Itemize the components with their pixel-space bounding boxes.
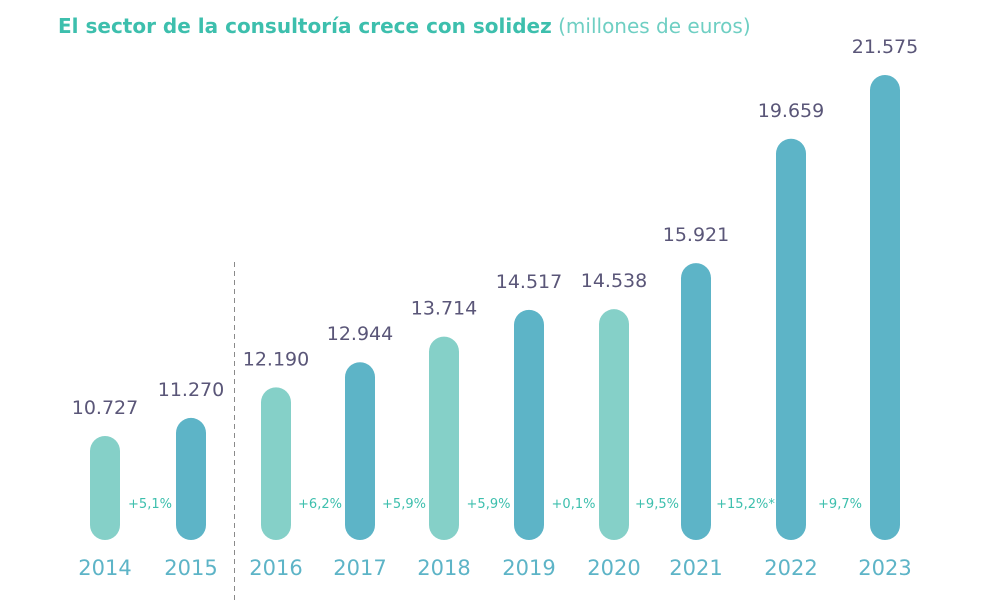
year-label-2014: 2014 xyxy=(78,556,131,580)
value-label-2018: 13.714 xyxy=(411,298,477,320)
value-label-2022: 19.659 xyxy=(758,100,824,122)
year-label-2017: 2017 xyxy=(333,556,386,580)
value-label-2020: 14.538 xyxy=(581,270,647,292)
year-label-2023: 2023 xyxy=(858,556,911,580)
value-label-2023: 21.575 xyxy=(852,36,918,58)
bar-2018 xyxy=(429,336,459,540)
growth-label-2022: +15,2%* xyxy=(716,497,775,512)
growth-label-2017: +6,2% xyxy=(298,497,342,512)
chart-subtitle: (millones de euros) xyxy=(558,14,751,38)
year-label-2019: 2019 xyxy=(502,556,555,580)
bar-2019 xyxy=(514,309,544,540)
year-label-2021: 2021 xyxy=(669,556,722,580)
value-label-2016: 12.190 xyxy=(243,348,309,370)
year-label-2016: 2016 xyxy=(249,556,302,580)
value-label-2019: 14.517 xyxy=(496,271,562,293)
growth-label-2020: +0,1% xyxy=(552,497,596,512)
bar-2014 xyxy=(90,436,120,540)
growth-label-2015: +5,1% xyxy=(128,497,172,512)
bar-2016 xyxy=(261,387,291,540)
chart-title: El sector de la consultoría crece con so… xyxy=(58,14,552,38)
bar-2015 xyxy=(176,417,206,540)
bar-2021 xyxy=(681,263,711,540)
value-label-2014: 10.727 xyxy=(72,397,138,419)
year-label-2020: 2020 xyxy=(587,556,640,580)
growth-label-2019: +5,9% xyxy=(467,497,511,512)
bar-2020 xyxy=(599,309,629,540)
growth-label-2018: +5,9% xyxy=(382,497,426,512)
growth-label-2021: +9,5% xyxy=(635,497,679,512)
bar-2017 xyxy=(345,362,375,540)
bar-2022 xyxy=(776,138,806,541)
value-label-2017: 12.944 xyxy=(327,323,393,345)
bar-2023 xyxy=(870,75,900,540)
value-label-2021: 15.921 xyxy=(663,224,729,246)
chart-title-block: El sector de la consultoría crece con so… xyxy=(58,14,751,38)
value-label-2015: 11.270 xyxy=(158,379,224,401)
year-label-2022: 2022 xyxy=(764,556,817,580)
growth-label-2023: +9,7% xyxy=(818,497,862,512)
year-label-2018: 2018 xyxy=(417,556,470,580)
year-label-2015: 2015 xyxy=(164,556,217,580)
